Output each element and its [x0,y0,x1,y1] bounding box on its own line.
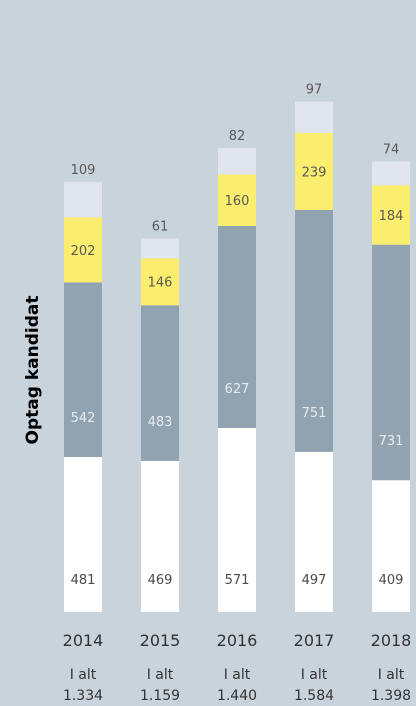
bar-segment-2018-2 [372,185,410,245]
total-label-2015: I alt [147,667,174,683]
total-value-2014: 1.334 [63,688,103,704]
total-value-2018: 1.398 [371,688,411,704]
data-label-2017-0: 497 [302,573,327,588]
bar-segment-2018-1 [372,244,410,481]
data-label-2016-0: 571 [225,573,250,588]
bar-segment-2017-1 [295,209,333,452]
bar-segment-2015-3 [141,238,179,259]
total-label-2018: I alt [378,667,405,683]
bar-segment-2014-3 [64,182,102,218]
data-label-2014-3: 109 [71,163,96,178]
bar-segment-2014-2 [64,217,102,283]
x-tick-2015: 2015 [140,631,181,650]
total-value-2016: 1.440 [217,688,257,704]
x-tick-2014: 2014 [63,631,104,650]
bar-segment-2015-2 [141,258,179,306]
data-label-2018-1: 731 [379,434,404,449]
bar-segment-2016-2 [218,174,256,227]
data-label-2014-1: 542 [71,411,96,426]
total-value-2015: 1.159 [140,688,180,704]
bar-segment-2017-0 [295,451,333,612]
data-label-2017-2: 239 [302,165,327,180]
data-label-2017-1: 751 [302,406,327,421]
bar-segment-2016-0 [218,428,256,612]
x-tick-2017: 2017 [294,631,335,650]
data-label-2016-3: 82 [229,129,246,144]
bar-segment-2014-1 [64,282,102,458]
data-label-2018-0: 409 [379,573,404,588]
bar-segment-2014-0 [64,457,102,612]
bar-segment-2017-3 [295,101,333,133]
bar-segment-2015-0 [141,460,179,612]
total-label-2016: I alt [224,667,251,683]
data-label-2014-0: 481 [71,573,96,588]
x-tick-2018: 2018 [371,631,412,650]
data-label-2016-2: 160 [225,194,250,209]
x-tick-2016: 2016 [217,631,258,650]
data-label-2015-3: 61 [152,220,169,235]
data-label-2015-2: 146 [148,276,173,291]
data-label-2014-2: 202 [71,244,96,259]
data-label-2015-1: 483 [148,415,173,430]
total-label-2017: I alt [301,667,328,683]
data-label-2018-3: 74 [383,143,400,158]
bar-segment-2018-3 [372,161,410,186]
data-label-2017-3: 97 [306,83,323,98]
bar-segment-2017-2 [295,132,333,210]
bar-segment-2016-3 [218,148,256,175]
bar-segment-2016-1 [218,226,256,429]
data-label-2018-2: 184 [379,209,404,224]
total-value-2017: 1.584 [294,688,334,704]
data-label-2015-0: 469 [148,573,173,588]
total-label-2014: I alt [70,667,97,683]
bar-segment-2018-0 [372,480,410,612]
bar-segment-2015-1 [141,305,179,461]
data-label-2016-1: 627 [225,382,250,397]
